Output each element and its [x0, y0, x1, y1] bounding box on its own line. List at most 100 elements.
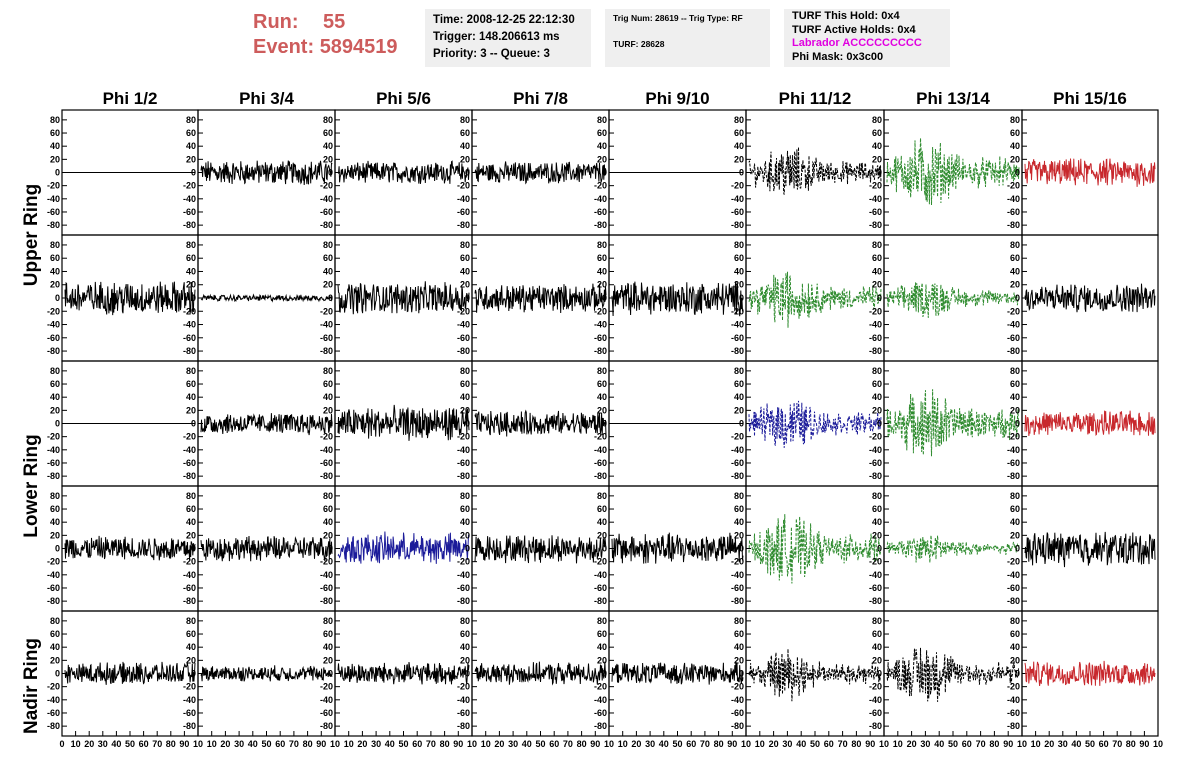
waveform-panel: -80 -60 -40 -20 0 20 40 60 80: [47, 234, 199, 362]
trig-info-box: Trig Num: 28619 -- Trig Type: RF TURF: 2…: [605, 9, 770, 67]
y-tick-label: 60: [597, 128, 607, 138]
y-tick-label: 60: [186, 504, 196, 514]
y-tick-label: -80: [47, 346, 60, 356]
y-tick-label: 40: [734, 141, 744, 151]
y-tick-label: 60: [50, 253, 60, 263]
y-tick-label: -40: [183, 194, 196, 204]
x-tick-label: 70: [426, 739, 436, 749]
y-tick-label: -20: [731, 432, 744, 442]
y-tick-label: 0: [739, 419, 744, 429]
x-tick-label: 30: [1058, 739, 1068, 749]
x-tick-label: 20: [1044, 739, 1054, 749]
y-tick-label: 60: [597, 629, 607, 639]
y-tick-label: -20: [320, 432, 333, 442]
y-tick-label: -40: [594, 194, 607, 204]
y-tick-label: -80: [1007, 721, 1020, 731]
y-tick-label: 60: [872, 504, 882, 514]
x-tick-label: 10: [893, 739, 903, 749]
y-tick-label: -20: [320, 682, 333, 692]
y-tick-label: 40: [323, 266, 333, 276]
y-tick-label: -80: [320, 596, 333, 606]
y-tick-label: -40: [1007, 695, 1020, 705]
y-tick-label: 80: [1010, 115, 1020, 125]
y-tick-label: 40: [597, 141, 607, 151]
x-tick-label: 10: [481, 739, 491, 749]
y-tick-label: 80: [1010, 240, 1020, 250]
y-tick-label: -80: [457, 346, 470, 356]
y-tick-label: 0: [739, 168, 744, 178]
y-tick-label: 20: [597, 280, 607, 290]
y-tick-label: 0: [602, 669, 607, 679]
y-tick-label: -20: [47, 181, 60, 191]
y-tick-label: -60: [183, 458, 196, 468]
waveform-trace: [474, 283, 607, 314]
y-tick-label: -40: [320, 570, 333, 580]
y-tick-label: 80: [50, 491, 60, 501]
y-tick-label: -60: [183, 708, 196, 718]
y-tick-label: -80: [320, 471, 333, 481]
y-tick-label: -80: [594, 220, 607, 230]
y-tick-label: -80: [320, 346, 333, 356]
x-tick-label: 10: [344, 739, 354, 749]
column-header: Phi 3/4: [239, 89, 294, 108]
y-tick-label: 80: [186, 616, 196, 626]
waveform-panel: -80 -60 -40 -20 0 20 40 60 80: [457, 485, 610, 612]
y-tick-label: -40: [731, 320, 744, 330]
y-tick-label: -40: [457, 194, 470, 204]
waveform-panel: -80 -60 -40 -20 0 20 40 60 80: [320, 360, 473, 487]
y-tick-label: 80: [323, 366, 333, 376]
y-tick-label: 60: [460, 504, 470, 514]
y-tick-label: -60: [1007, 708, 1020, 718]
waveform-trace: [886, 282, 1020, 318]
y-tick-label: 60: [1010, 379, 1020, 389]
x-tick-label: 90: [865, 739, 875, 749]
y-tick-label: 80: [597, 115, 607, 125]
event-label: Event:: [253, 36, 315, 58]
column-header: Phi 7/8: [513, 89, 568, 108]
y-tick-label: -40: [47, 570, 60, 580]
time-text: Time: 2008-12-25 22:12:30: [433, 14, 575, 26]
y-tick-label: -20: [47, 306, 60, 316]
x-tick-label: 40: [1071, 739, 1081, 749]
y-tick-label: 40: [460, 517, 470, 527]
waveform-trace: [748, 271, 882, 328]
y-tick-label: -60: [183, 207, 196, 217]
y-tick-label: 20: [734, 405, 744, 415]
y-tick-label: -80: [594, 596, 607, 606]
y-tick-label: -60: [320, 333, 333, 343]
waveform-trace: [200, 665, 333, 682]
y-tick-label: -60: [869, 333, 882, 343]
y-tick-label: 60: [872, 253, 882, 263]
x-tick-label: 40: [659, 739, 669, 749]
waveform-panel: -80 -60 -40 -20 0 20 40 60 80: [869, 485, 1023, 612]
run-label: Run:: [253, 11, 299, 33]
y-tick-label: 20: [50, 530, 60, 540]
x-tick-label: 70: [700, 739, 710, 749]
y-tick-label: 20: [186, 154, 196, 164]
y-tick-label: 80: [734, 491, 744, 501]
y-tick-label: 0: [602, 293, 607, 303]
y-tick-label: 20: [872, 280, 882, 290]
y-tick-label: -20: [457, 306, 470, 316]
y-tick-label: -40: [457, 320, 470, 330]
y-tick-label: 40: [1010, 141, 1020, 151]
y-tick-label: -60: [320, 458, 333, 468]
y-tick-label: 40: [872, 642, 882, 652]
x-tick-label: 70: [838, 739, 848, 749]
y-tick-label: -80: [869, 220, 882, 230]
y-tick-label: -80: [457, 721, 470, 731]
y-tick-label: -60: [731, 708, 744, 718]
turf-info-box: TURF This Hold: 0x4 TURF Active Holds: 0…: [784, 9, 950, 67]
ring-label: Nadir Ring: [21, 638, 42, 734]
y-tick-label: -20: [869, 181, 882, 191]
x-tick-label: 10: [879, 739, 889, 749]
x-tick-label: 10: [755, 739, 765, 749]
waveform-trace: [886, 138, 1020, 206]
waveform-trace: [886, 535, 1020, 563]
y-tick-label: 0: [877, 293, 882, 303]
y-tick-label: 80: [323, 616, 333, 626]
waveform-panel: -80 -60 -40 -20 0 20 40 60 80: [457, 360, 610, 487]
y-tick-label: 40: [186, 642, 196, 652]
